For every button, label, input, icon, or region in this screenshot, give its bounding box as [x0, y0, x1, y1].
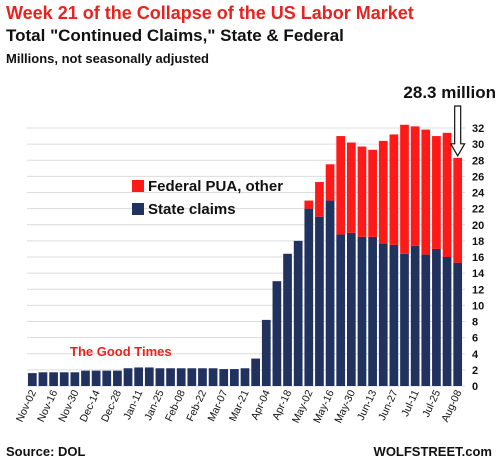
bar-state-claims	[134, 367, 144, 386]
legend-state-label: State claims	[148, 201, 236, 218]
y-tick-label: 6	[472, 333, 478, 345]
bar-state-claims	[219, 369, 229, 386]
bar-state-claims	[400, 253, 409, 386]
y-tick-label: 10	[472, 300, 484, 312]
callout-label: 28.3 million	[403, 83, 496, 102]
bar-state-claims	[155, 368, 165, 386]
y-tick-label: 16	[472, 252, 484, 264]
bar-state-claims	[240, 368, 250, 386]
bar-state-claims	[325, 200, 335, 386]
bar-state-claims	[198, 368, 207, 386]
bar-state-claims	[187, 368, 197, 386]
bar-state-claims	[27, 373, 37, 386]
bar-federal-pua	[421, 129, 431, 255]
bar-state-claims	[378, 243, 388, 386]
legend-federal-label: Federal PUA, other	[148, 178, 283, 195]
bar-state-claims	[283, 253, 292, 386]
y-tick-label: 14	[472, 268, 485, 280]
bar-state-claims	[113, 370, 122, 386]
y-tick-label: 28	[472, 155, 484, 167]
bar-state-claims	[208, 368, 218, 386]
y-tick-label: 30	[472, 139, 484, 151]
bar-federal-pua	[336, 136, 346, 235]
bar-state-claims	[453, 262, 463, 386]
bar-state-claims	[368, 236, 377, 386]
y-tick-label: 22	[472, 204, 484, 216]
bar-state-claims	[293, 240, 303, 386]
legend-state-swatch	[132, 203, 144, 215]
bar-state-claims	[315, 216, 324, 386]
x-tick-label: Jul-25	[420, 388, 443, 419]
bar-state-claims	[176, 368, 186, 386]
bar-state-claims	[432, 248, 441, 386]
bar-state-claims	[144, 367, 154, 386]
bar-federal-pua	[346, 142, 356, 233]
good-times-annotation: The Good Times	[70, 344, 172, 359]
bar-federal-pua	[432, 136, 441, 249]
bar-federal-pua	[325, 164, 335, 201]
y-tick-label: 24	[472, 188, 485, 200]
bar-state-claims	[38, 372, 48, 386]
bar-state-claims	[357, 236, 367, 386]
brand-label: WOLFSTREET.com	[373, 444, 492, 459]
bar-state-claims	[251, 358, 260, 386]
x-tick-label: Jul-11	[399, 388, 422, 418]
bar-state-claims	[346, 232, 356, 386]
bar-state-claims	[166, 368, 175, 386]
bar-federal-pua	[378, 140, 388, 244]
bar-federal-pua	[400, 124, 409, 254]
bar-state-claims	[70, 372, 80, 386]
bar-state-claims	[304, 208, 314, 386]
bar-state-claims	[389, 244, 399, 386]
bar-state-claims	[272, 281, 282, 386]
y-tick-label: 20	[472, 220, 484, 232]
x-tick-label: Jun-27	[376, 388, 401, 422]
y-tick-label: 0	[472, 381, 478, 393]
chart-subtitle: Total "Continued Claims," State & Federa…	[6, 26, 344, 45]
bar-federal-pua	[357, 146, 367, 237]
bar-federal-pua	[410, 126, 420, 246]
y-tick-label: 26	[472, 171, 484, 183]
callout-arrow	[449, 105, 466, 158]
chart-units: Millions, not seasonally adjusted	[6, 51, 209, 66]
bar-state-claims	[421, 254, 431, 386]
y-tick-label: 18	[472, 236, 484, 248]
y-tick-label: 4	[472, 349, 479, 361]
bar-state-claims	[336, 234, 346, 386]
source-note: Source: DOL	[6, 444, 86, 459]
bar-state-claims	[49, 372, 58, 386]
bar-federal-pua	[368, 149, 377, 237]
bar-federal-pua	[304, 200, 314, 209]
bar-state-claims	[410, 245, 420, 386]
y-tick-label: 2	[472, 365, 478, 377]
y-tick-label: 8	[472, 317, 478, 329]
x-tick-label: Mar-21	[227, 388, 252, 423]
y-tick-label: 32	[472, 123, 484, 135]
bar-state-claims	[123, 368, 133, 386]
legend-federal-swatch	[132, 180, 144, 192]
chart-title: Week 21 of the Collapse of the US Labor …	[6, 3, 414, 23]
bar-state-claims	[102, 370, 112, 386]
bar-state-claims	[81, 370, 90, 386]
bar-state-claims	[59, 372, 69, 386]
bar-federal-pua	[389, 134, 399, 245]
bar-state-claims	[442, 257, 452, 386]
bar-state-claims	[230, 369, 239, 386]
bar-federal-pua	[453, 157, 463, 263]
bar-state-claims	[91, 370, 101, 386]
bar-federal-pua	[442, 132, 452, 257]
y-tick-label: 12	[472, 284, 484, 296]
bar-federal-pua	[315, 182, 324, 217]
bar-state-claims	[261, 319, 271, 386]
